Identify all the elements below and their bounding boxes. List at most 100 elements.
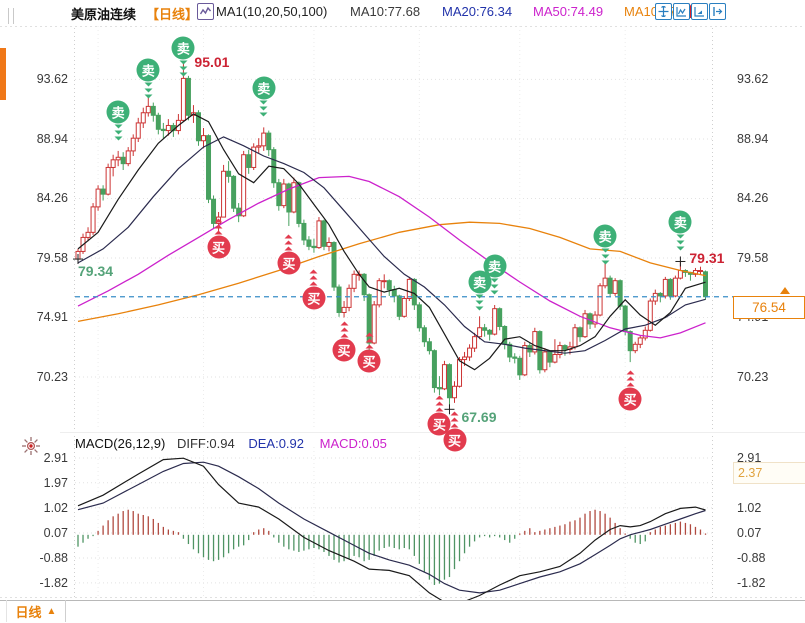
candle-body xyxy=(632,343,638,352)
candle-body xyxy=(642,329,648,339)
candle-body xyxy=(130,137,136,152)
candle-body xyxy=(261,132,267,147)
candle-body xyxy=(291,182,297,213)
ma100-line xyxy=(77,221,706,323)
diff-line xyxy=(77,457,706,605)
macd-axis-value-badge: 2.37 xyxy=(733,462,805,485)
candle-body xyxy=(602,277,608,287)
candle-body xyxy=(281,183,287,207)
candle-body xyxy=(150,105,156,116)
candle-body xyxy=(497,308,503,327)
candle-body xyxy=(627,331,633,352)
candle-body xyxy=(135,122,141,139)
candle-body xyxy=(251,146,257,168)
ma20-line xyxy=(77,136,706,354)
candle-body xyxy=(657,292,663,297)
main-chart-window-icon[interactable] xyxy=(673,3,690,20)
candle-body xyxy=(236,207,242,217)
candle-body xyxy=(341,306,347,313)
candle-body xyxy=(592,314,598,325)
indicator-window-icon[interactable] xyxy=(691,3,708,20)
crosshair-tool-icon[interactable] xyxy=(655,3,672,20)
candle-body xyxy=(431,350,437,389)
chart-header: 美原油连续 【日线】 MA1(10,20,50,100) MA10:77.68 … xyxy=(0,0,805,26)
candle-body xyxy=(512,356,518,359)
candle-body xyxy=(110,159,116,168)
period-label: 日线 xyxy=(15,604,42,620)
candle-body xyxy=(441,364,447,390)
candle-body xyxy=(672,277,678,297)
candle-body xyxy=(316,220,322,249)
candle-body xyxy=(396,295,402,317)
macd-diff-value: DIFF:0.94 xyxy=(176,436,235,451)
candle-body xyxy=(617,280,623,307)
candle-body xyxy=(482,327,488,331)
macd-dea-value: DEA:0.92 xyxy=(248,436,305,451)
candle-body xyxy=(436,387,442,390)
candle-body xyxy=(542,351,548,371)
candle-body xyxy=(120,156,126,165)
left-panel-tab[interactable] xyxy=(0,48,6,100)
candle-body xyxy=(391,289,397,297)
candle-body xyxy=(416,304,422,329)
candle-body xyxy=(226,170,232,177)
candle-body xyxy=(386,280,392,291)
candle-body xyxy=(557,345,563,355)
candle-body xyxy=(472,336,478,349)
candle-body xyxy=(366,294,372,344)
ma50-value: MA50:74.49 xyxy=(533,4,604,19)
candle-body xyxy=(401,297,407,317)
candle-body xyxy=(376,280,382,306)
ma20-value: MA20:76.34 xyxy=(442,4,513,19)
candle-body xyxy=(452,385,457,399)
indicator-settings-icon[interactable] xyxy=(21,436,41,461)
ma10-value: MA10:77.68 xyxy=(350,4,421,19)
candle-body xyxy=(216,216,222,224)
candle-body xyxy=(446,364,452,399)
ma-settings-icon[interactable] xyxy=(197,3,214,20)
candle-body xyxy=(647,300,653,331)
candle-body xyxy=(231,175,237,209)
candle-body xyxy=(296,182,302,224)
candle-body xyxy=(477,327,483,338)
macd-header: MACD(26,12,9) DIFF:0.94 DEA:0.92 MACD:0.… xyxy=(75,436,387,451)
candle-body xyxy=(331,242,337,288)
candle-body xyxy=(326,242,332,247)
candle-body xyxy=(125,150,131,165)
candle-body xyxy=(587,313,593,325)
candle-body xyxy=(286,183,292,213)
candle-body xyxy=(90,206,96,233)
candle-body xyxy=(206,135,212,200)
ma-settings-label: MA1(10,20,50,100) xyxy=(216,4,328,19)
candle-body xyxy=(306,239,312,247)
candle-body xyxy=(692,270,698,275)
candle-body xyxy=(246,154,252,168)
resize-handle[interactable] xyxy=(8,8,14,24)
candle-body xyxy=(160,128,166,132)
period-tag: 【日线】 xyxy=(146,7,199,22)
candle-body xyxy=(301,222,307,241)
page-forward-icon[interactable] xyxy=(709,3,726,20)
candle-body xyxy=(462,356,468,361)
period-selector[interactable]: 日线 ▲ xyxy=(6,600,66,622)
macd-macd-value: MACD:0.05 xyxy=(319,436,387,451)
candle-body xyxy=(662,278,668,297)
macd-settings-label: MACD(26,12,9) xyxy=(75,436,166,451)
dea-line xyxy=(77,461,706,594)
symbol-title: 美原油连续 xyxy=(71,7,137,22)
candle-body xyxy=(100,188,106,195)
candle-body xyxy=(532,331,538,353)
candle-body xyxy=(185,77,191,116)
candle-body xyxy=(211,198,217,224)
candle-body xyxy=(115,156,121,161)
candle-body xyxy=(411,278,417,306)
price-up-marker-icon xyxy=(780,286,790,294)
candle-body xyxy=(507,343,513,358)
candle-body xyxy=(241,154,247,217)
candle-body xyxy=(426,341,432,352)
candle-body xyxy=(266,132,272,151)
candle-body xyxy=(155,114,161,130)
candle-body xyxy=(697,270,703,273)
